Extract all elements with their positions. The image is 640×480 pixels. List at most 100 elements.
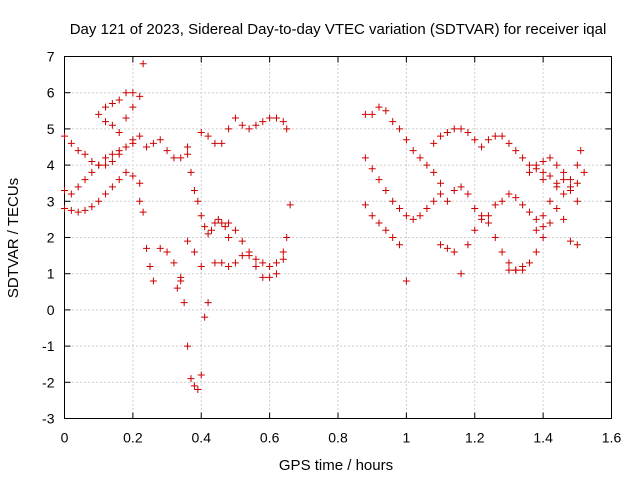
data-point xyxy=(231,114,239,122)
data-point xyxy=(208,226,216,234)
data-point xyxy=(491,132,499,140)
data-point xyxy=(266,273,274,281)
data-point xyxy=(197,262,205,270)
data-point xyxy=(149,139,157,147)
x-tick-label: 0 xyxy=(61,430,69,446)
data-point xyxy=(238,252,246,260)
data-point xyxy=(416,154,424,162)
data-point xyxy=(245,125,253,133)
data-point xyxy=(283,234,291,241)
y-tick-label: 1 xyxy=(47,266,55,282)
data-point xyxy=(525,161,533,169)
data-point xyxy=(389,197,397,205)
data-point xyxy=(115,176,123,184)
data-point xyxy=(163,248,171,256)
data-point xyxy=(532,226,540,234)
data-point xyxy=(129,89,137,97)
data-point xyxy=(67,139,75,147)
data-point xyxy=(143,143,151,151)
data-point xyxy=(211,219,219,227)
data-point xyxy=(553,179,561,187)
data-point xyxy=(361,110,369,118)
data-point xyxy=(539,223,547,231)
data-point xyxy=(409,147,417,155)
data-point xyxy=(437,132,445,140)
y-tick-label: -2 xyxy=(42,374,55,390)
data-point xyxy=(450,248,458,256)
data-point xyxy=(231,259,239,267)
y-tick-label: 0 xyxy=(47,302,55,318)
data-point xyxy=(396,125,404,133)
data-point xyxy=(184,342,192,350)
data-point xyxy=(88,157,96,165)
data-point xyxy=(505,139,513,147)
data-point xyxy=(539,157,547,165)
data-point xyxy=(136,132,144,140)
data-point xyxy=(512,194,520,202)
data-point xyxy=(204,132,212,140)
data-point xyxy=(464,129,472,137)
data-point xyxy=(201,223,209,231)
x-tick-label: 0.2 xyxy=(123,430,143,446)
data-point xyxy=(539,176,547,184)
data-point xyxy=(136,92,144,100)
x-tick-label: 1 xyxy=(402,430,410,446)
data-point xyxy=(409,215,417,223)
data-point xyxy=(457,270,465,278)
data-point xyxy=(484,136,492,144)
data-point xyxy=(512,147,520,155)
data-point xyxy=(471,136,479,144)
data-point xyxy=(546,154,554,162)
y-tick-label: 4 xyxy=(47,157,55,173)
data-point xyxy=(177,277,185,285)
data-point xyxy=(484,212,492,220)
data-point xyxy=(81,150,89,158)
data-point xyxy=(505,266,513,274)
x-axis-label: GPS time / hours xyxy=(279,457,393,474)
data-point xyxy=(450,186,458,194)
data-point xyxy=(170,154,178,162)
data-point xyxy=(122,168,130,176)
data-point xyxy=(553,161,561,169)
data-point xyxy=(218,219,226,227)
data-point xyxy=(382,107,390,115)
data-point xyxy=(375,103,383,111)
data-point xyxy=(272,114,280,122)
data-point xyxy=(539,234,547,241)
data-point xyxy=(149,277,157,285)
x-tick-label: 0.8 xyxy=(328,430,348,446)
data-point xyxy=(129,172,137,180)
data-point xyxy=(122,114,130,122)
data-point xyxy=(211,139,219,147)
data-point xyxy=(218,259,226,267)
data-point xyxy=(252,255,260,263)
data-point xyxy=(95,110,103,118)
data-point xyxy=(464,241,472,249)
data-point xyxy=(396,241,404,249)
data-point xyxy=(443,197,451,205)
data-point xyxy=(102,154,110,162)
data-point xyxy=(560,215,568,223)
x-tick-label: 1.6 xyxy=(602,430,622,446)
x-tick-label: 1.2 xyxy=(465,430,485,446)
data-point xyxy=(505,190,513,198)
data-point xyxy=(218,139,226,147)
data-point xyxy=(396,205,404,213)
data-point xyxy=(115,96,123,104)
data-point xyxy=(136,179,144,187)
data-point xyxy=(577,147,585,155)
data-point xyxy=(375,219,383,227)
data-point xyxy=(283,125,291,133)
data-point xyxy=(184,237,192,245)
data-point xyxy=(430,197,438,205)
axis-ticks: 0 0.2 0.4 0.6 0.8 1 1.2 1.4 1.6 -3 -2 -1 0 1 2 3 4 5 6 7 xyxy=(42,49,621,446)
data-point xyxy=(61,132,68,140)
data-point xyxy=(361,201,369,209)
data-point xyxy=(498,248,506,256)
data-point xyxy=(443,129,451,137)
data-point xyxy=(170,259,178,267)
data-point xyxy=(478,143,486,151)
data-point xyxy=(471,226,479,234)
data-point xyxy=(437,241,445,249)
data-point xyxy=(163,147,171,155)
